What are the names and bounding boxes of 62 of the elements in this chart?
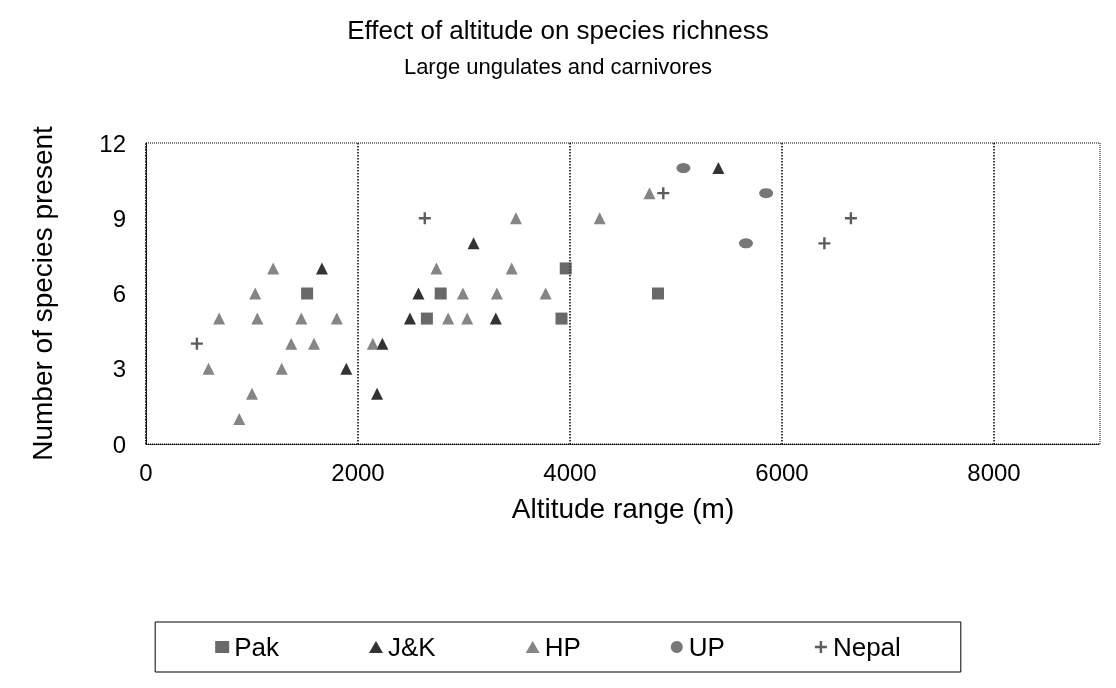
point bbox=[412, 287, 425, 300]
point bbox=[366, 337, 379, 350]
point bbox=[285, 337, 298, 350]
x-tick-label: 8000 bbox=[967, 458, 1021, 486]
y-tick-label: 9 bbox=[112, 204, 126, 232]
point bbox=[295, 312, 308, 325]
point bbox=[340, 362, 353, 375]
point bbox=[456, 287, 469, 300]
x-axis-title: Altitude range (m) bbox=[511, 492, 735, 524]
point bbox=[371, 387, 384, 400]
point bbox=[308, 337, 321, 350]
y-tick-label: 6 bbox=[112, 280, 126, 307]
point bbox=[467, 237, 480, 250]
point bbox=[267, 262, 280, 275]
point bbox=[489, 312, 502, 325]
point bbox=[202, 362, 215, 375]
point bbox=[233, 412, 246, 425]
point bbox=[490, 287, 503, 300]
point bbox=[330, 312, 343, 325]
legend-label: Nepal bbox=[832, 632, 901, 662]
point bbox=[420, 312, 433, 325]
point bbox=[505, 262, 518, 275]
chart-subtitle: Large ungulates and carnivores bbox=[403, 53, 713, 79]
point bbox=[676, 163, 691, 174]
point bbox=[509, 212, 522, 225]
point bbox=[759, 188, 774, 199]
point bbox=[434, 287, 447, 300]
point bbox=[818, 237, 831, 250]
y-tick-label: 0 bbox=[112, 430, 126, 458]
point bbox=[251, 312, 264, 325]
point bbox=[190, 337, 203, 350]
point bbox=[213, 312, 226, 325]
point bbox=[712, 162, 725, 175]
y-tick-label: 3 bbox=[112, 355, 126, 383]
point bbox=[643, 187, 656, 200]
x-tick-label: 2000 bbox=[331, 458, 385, 486]
point bbox=[315, 262, 328, 275]
point bbox=[442, 312, 455, 325]
point bbox=[539, 287, 552, 300]
legend-label: Pak bbox=[234, 632, 280, 662]
point bbox=[738, 238, 753, 249]
y-tick-label: 12 bbox=[99, 129, 126, 157]
point bbox=[249, 287, 262, 300]
x-tick-label: 4000 bbox=[543, 458, 597, 486]
x-tick-label: 6000 bbox=[755, 458, 809, 486]
legend-label: J&K bbox=[387, 632, 437, 662]
point bbox=[301, 287, 314, 300]
point bbox=[593, 212, 606, 225]
point bbox=[651, 287, 664, 300]
point bbox=[275, 362, 288, 375]
x-tick-label: 0 bbox=[139, 458, 153, 486]
legend-label: UP bbox=[688, 632, 725, 662]
point bbox=[559, 262, 572, 275]
point bbox=[555, 312, 568, 325]
point bbox=[246, 387, 258, 400]
legend-label: HP bbox=[544, 632, 581, 662]
point bbox=[461, 312, 474, 325]
y-axis-title: Number of species present bbox=[26, 125, 58, 461]
point bbox=[376, 337, 389, 350]
chart-title: Effect of altitude on species richness bbox=[347, 15, 769, 45]
point bbox=[403, 312, 416, 325]
point bbox=[430, 262, 443, 275]
